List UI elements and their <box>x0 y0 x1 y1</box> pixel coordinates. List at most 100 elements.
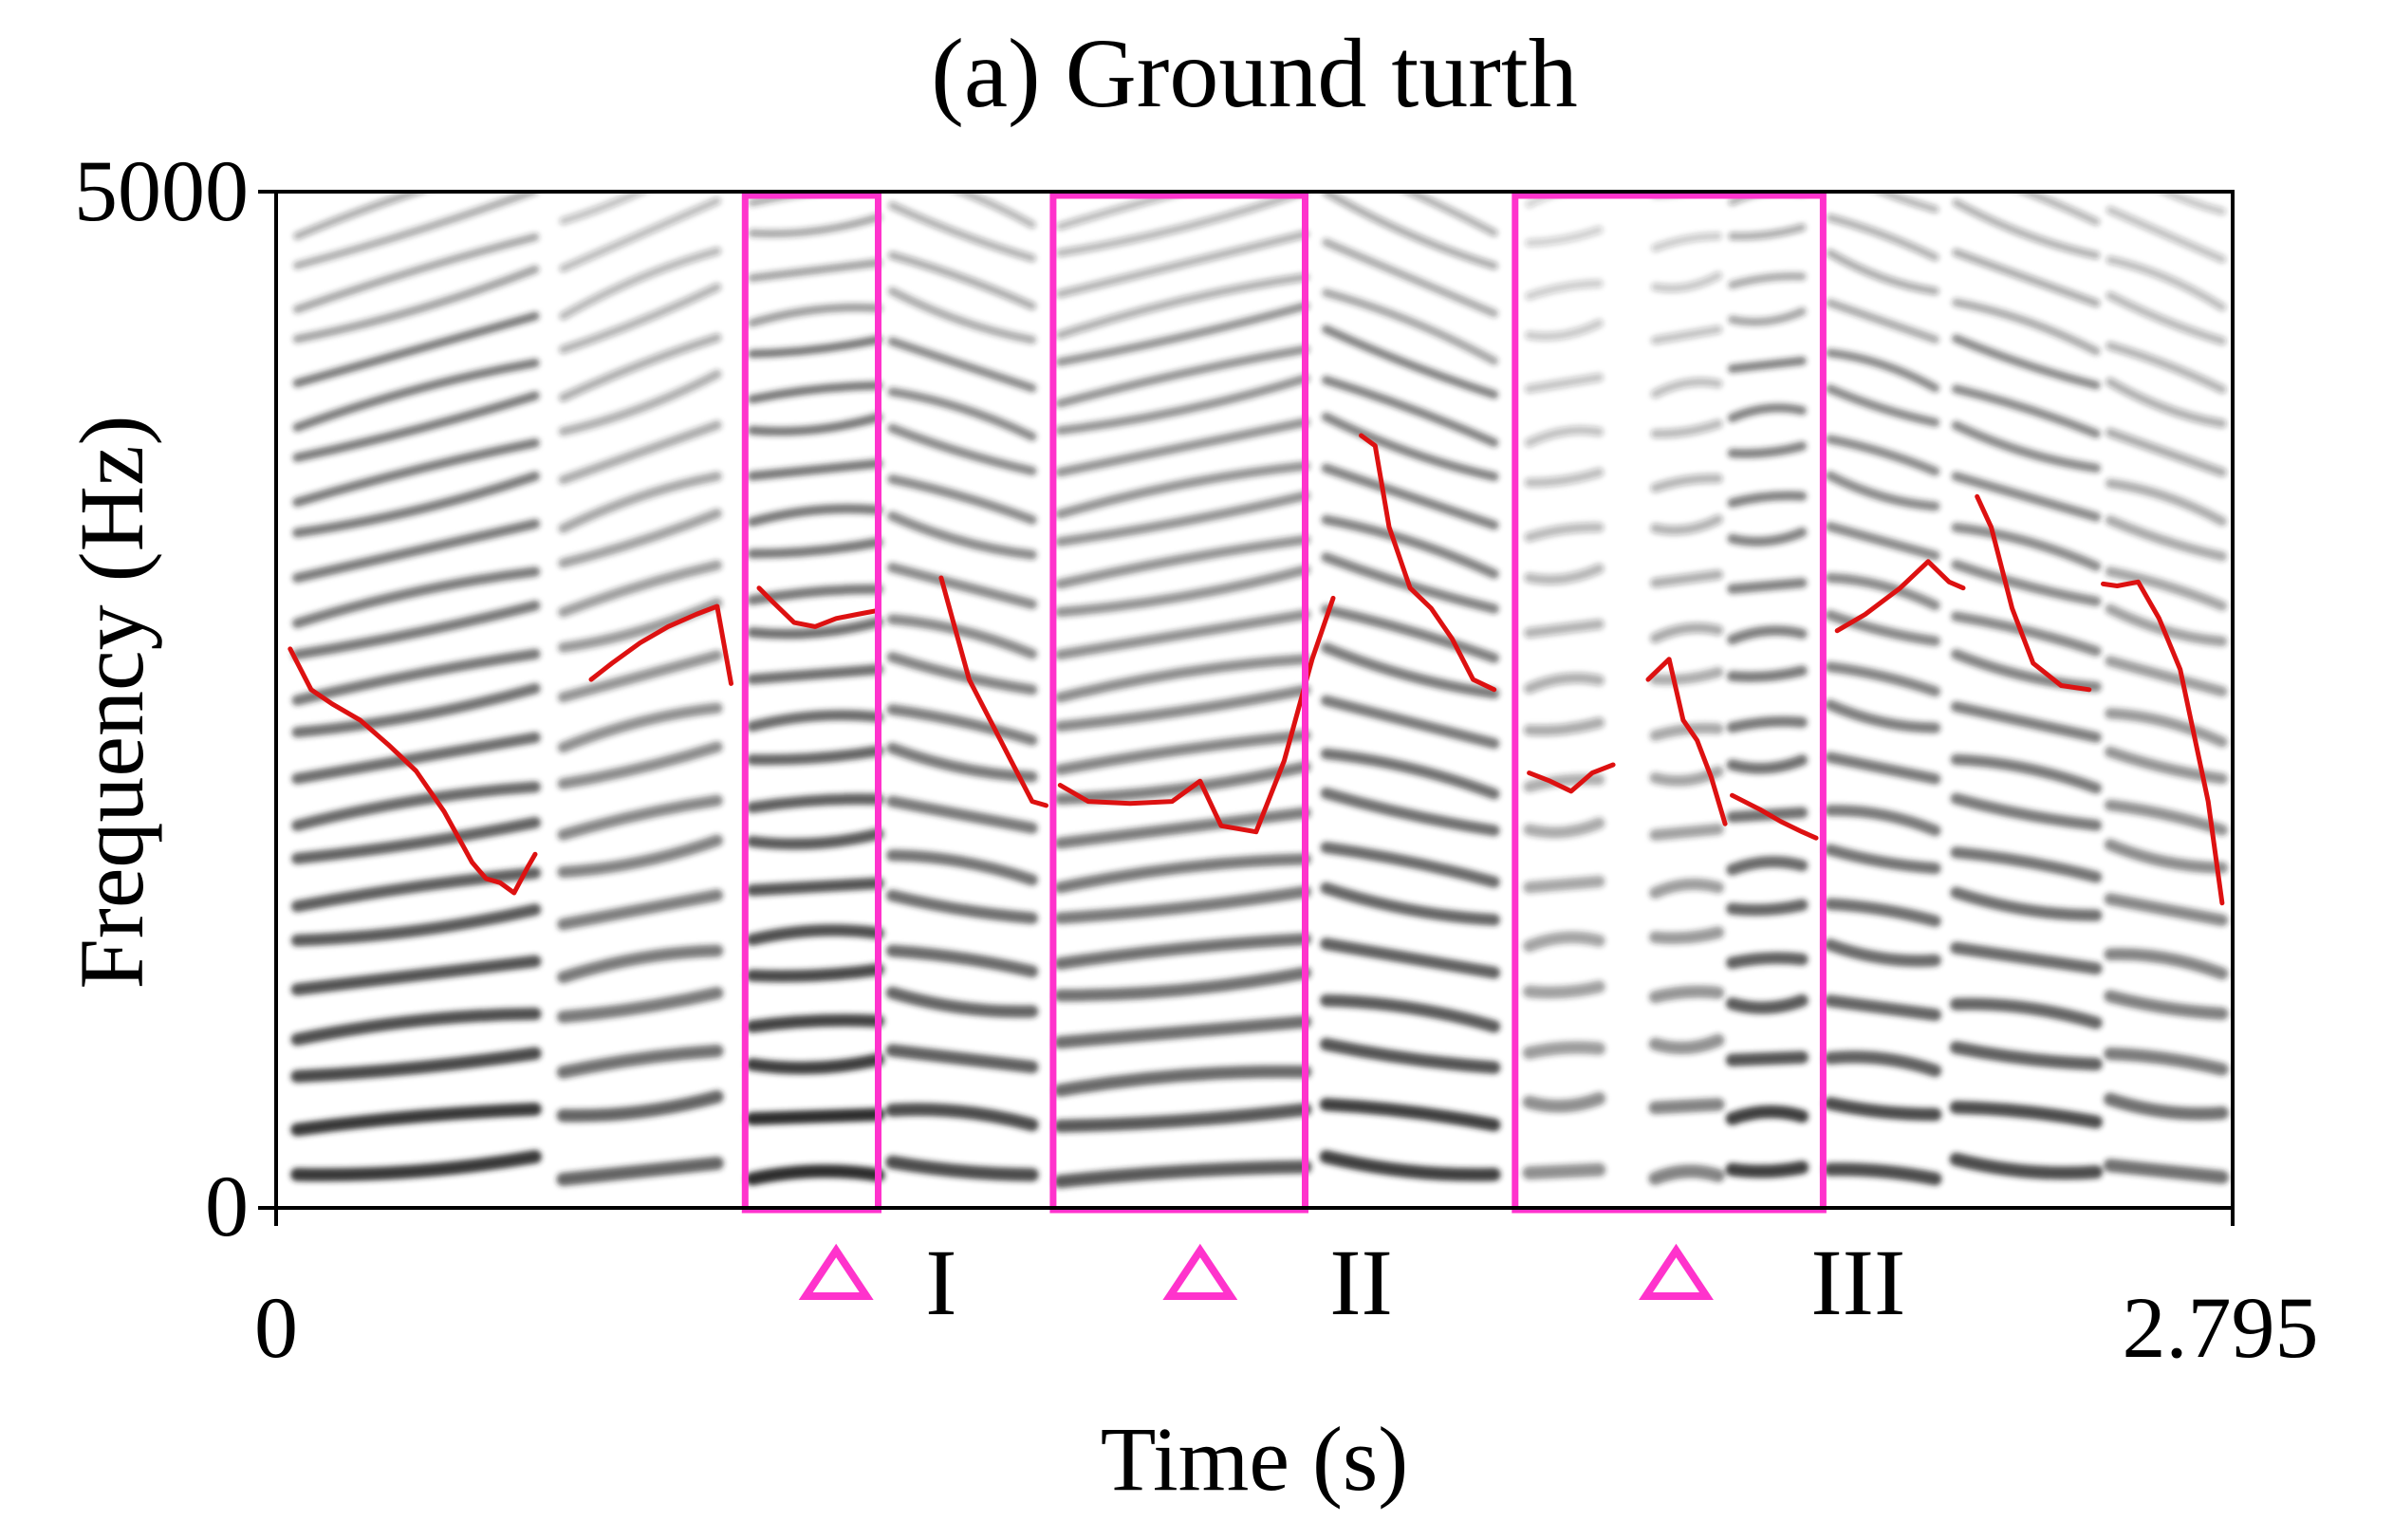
harmonic-band <box>291 566 541 629</box>
f0-contour-line <box>1730 792 1819 841</box>
f0-contour-line <box>1645 657 1728 826</box>
harmonic-band <box>1523 716 1605 736</box>
harmonic-band <box>1950 846 2103 883</box>
harmonic-band <box>1949 1041 2103 1071</box>
harmonic-band <box>747 503 883 528</box>
harmonic-band <box>292 265 540 343</box>
harmonic-band <box>1950 941 2103 975</box>
harmonic-band <box>885 1155 1039 1182</box>
harmonic-band <box>1056 192 1309 257</box>
harmonic-band <box>291 648 541 706</box>
harmonic-band <box>747 412 883 436</box>
harmonic-band <box>1524 467 1605 488</box>
harmonic-band <box>557 741 723 789</box>
harmonic-band <box>1952 248 2101 307</box>
harmonic-band <box>1826 384 1940 427</box>
highlight-labels: I II III <box>798 1230 1905 1335</box>
harmonic-band <box>746 827 884 850</box>
harmonic-band <box>745 1164 885 1186</box>
harmonic-band <box>556 1156 724 1186</box>
spectrogram-segment <box>885 192 1039 1182</box>
harmonic-band <box>1825 609 1940 647</box>
harmonic-band <box>1522 1091 1606 1113</box>
f0-contour-line <box>1834 559 1966 634</box>
harmonic-band <box>292 437 540 508</box>
harmonic-band <box>2105 255 2227 311</box>
harmonic-band <box>558 420 722 485</box>
harmonic-band <box>1055 302 1309 366</box>
f0-contour-line <box>1359 433 1497 693</box>
harmonic-band <box>1523 672 1605 695</box>
harmonic-band <box>1054 609 1310 660</box>
harmonic-band <box>1725 1160 1809 1178</box>
harmonic-band <box>748 192 853 207</box>
harmonic-band <box>291 600 541 660</box>
harmonic-band <box>1826 298 1939 344</box>
spectrogram-segment <box>1319 192 1501 1182</box>
harmonic-band <box>1321 603 1500 663</box>
f0-contour-line <box>1975 493 2092 693</box>
harmonic-band <box>1950 701 2102 743</box>
harmonic-band <box>1649 878 1724 900</box>
harmonic-band <box>1650 569 1724 588</box>
harmonic-band <box>291 682 541 738</box>
harmonic-band <box>1054 684 1311 733</box>
harmonic-band <box>557 794 723 841</box>
harmonic-band <box>888 201 1036 263</box>
harmonic-band <box>2105 428 2227 477</box>
harmonic-band <box>1320 881 1500 926</box>
harmonic-band <box>746 745 884 766</box>
harmonic-band <box>1648 1098 1725 1115</box>
harmonic-band <box>557 944 724 984</box>
harmonic-band <box>885 986 1039 1018</box>
harmonic-band <box>1523 980 1605 999</box>
harmonic-band <box>1524 522 1605 543</box>
harmonic-band <box>1054 730 1311 775</box>
harmonic-band <box>558 598 723 653</box>
harmonic-band <box>2105 377 2227 429</box>
harmonic-band <box>290 1047 542 1084</box>
harmonic-band <box>745 1107 885 1125</box>
harmonic-band <box>2104 893 2229 927</box>
harmonic-band <box>1053 1160 1312 1189</box>
harmonic-band <box>748 335 882 359</box>
harmonic-band <box>559 192 650 225</box>
harmonic-band <box>746 1013 885 1033</box>
f0-contour-line <box>2101 579 2225 906</box>
harmonic-band <box>1651 271 1723 293</box>
harmonic-band <box>1320 695 1500 750</box>
harmonic-band <box>557 834 723 879</box>
x-tick-label-left: 0 <box>254 1279 298 1376</box>
harmonic-band <box>887 287 1037 344</box>
f0-contour-line <box>938 575 1048 808</box>
harmonic-band <box>1053 1103 1312 1133</box>
spectrogram-segment <box>1725 192 1809 1178</box>
harmonic-band <box>1951 522 2102 571</box>
harmonic-band <box>559 196 721 273</box>
f0-contour-line <box>1527 762 1616 794</box>
harmonic-band <box>1650 514 1723 535</box>
harmonic-band <box>292 358 540 433</box>
harmonic-band <box>293 192 539 269</box>
highlight-label: I <box>925 1230 956 1335</box>
x-axis-label: Time (s) <box>1101 1408 1409 1510</box>
harmonic-band <box>1525 319 1604 342</box>
harmonic-band <box>1949 1152 2104 1180</box>
harmonic-band <box>1322 325 1499 399</box>
f0-contour-line <box>588 603 733 686</box>
spectrogram-segment <box>1823 192 1942 1186</box>
harmonic-band <box>1321 514 1499 579</box>
harmonic-band <box>1648 1164 1725 1185</box>
harmonic-band <box>1650 418 1723 438</box>
spectrogram-segment <box>556 192 724 1186</box>
harmonic-band <box>1872 192 1939 213</box>
harmonic-band <box>1055 534 1310 589</box>
spectrogram-segment <box>290 192 542 1182</box>
harmonic-band <box>748 258 882 283</box>
harmonic-band <box>1726 665 1808 682</box>
harmonic-band <box>1726 952 1809 970</box>
harmonic-band <box>1825 471 1940 511</box>
harmonic-band <box>1523 773 1605 793</box>
harmonic-band <box>1524 425 1605 448</box>
